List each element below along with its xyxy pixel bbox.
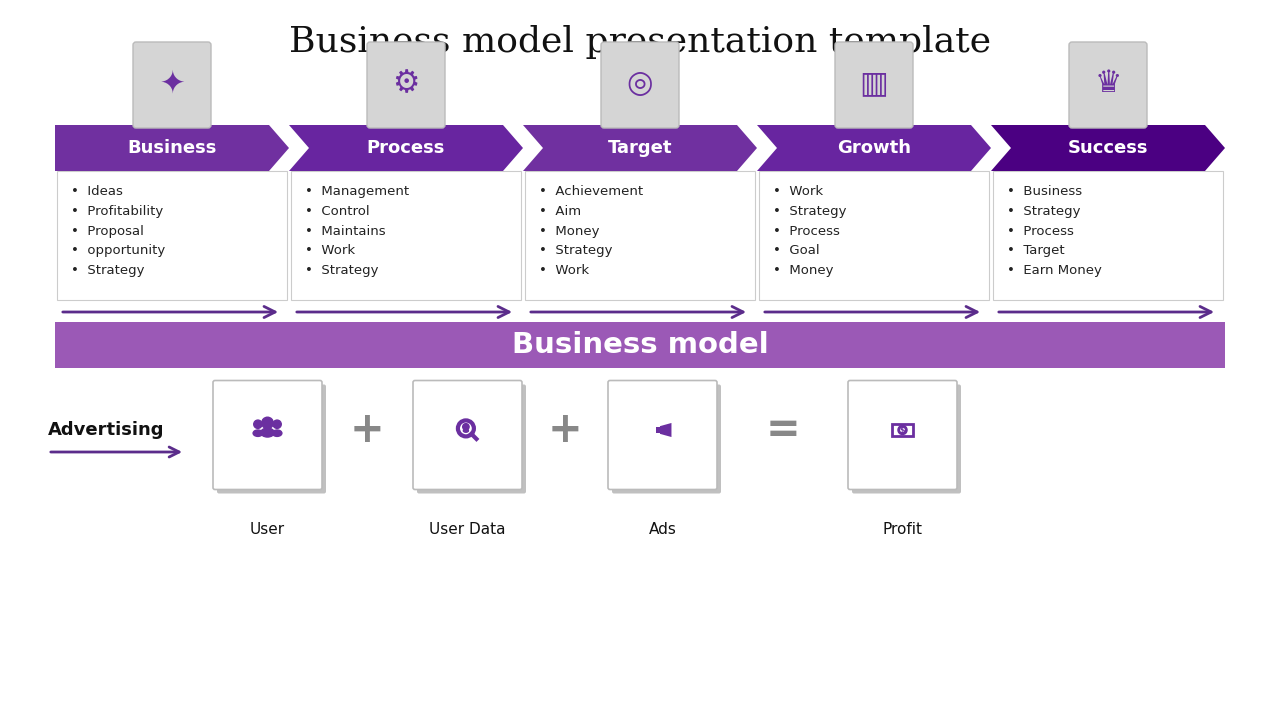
FancyBboxPatch shape	[1069, 42, 1147, 128]
Text: Process: Process	[367, 139, 445, 157]
Text: •  Achievement: • Achievement	[539, 185, 643, 198]
Text: •  Ideas: • Ideas	[70, 185, 123, 198]
FancyBboxPatch shape	[612, 384, 721, 493]
Text: •  Money: • Money	[773, 264, 833, 277]
Text: •  Strategy: • Strategy	[70, 264, 145, 277]
Circle shape	[253, 420, 262, 428]
Ellipse shape	[261, 428, 274, 437]
Text: •  opportunity: • opportunity	[70, 245, 165, 258]
FancyBboxPatch shape	[413, 380, 522, 490]
FancyBboxPatch shape	[835, 42, 913, 128]
Text: Success: Success	[1068, 139, 1148, 157]
FancyBboxPatch shape	[852, 384, 961, 493]
Text: •  Strategy: • Strategy	[539, 245, 613, 258]
Text: User Data: User Data	[429, 522, 506, 537]
Text: •  Goal: • Goal	[773, 245, 819, 258]
Text: •  Work: • Work	[773, 185, 823, 198]
Text: Growth: Growth	[837, 139, 911, 157]
Polygon shape	[55, 125, 289, 171]
FancyBboxPatch shape	[218, 384, 326, 493]
Bar	[657, 428, 660, 433]
Text: +: +	[351, 409, 385, 451]
Text: =: =	[765, 409, 800, 451]
Bar	[892, 424, 913, 436]
Polygon shape	[756, 125, 991, 171]
Text: •  Business: • Business	[1007, 185, 1082, 198]
FancyBboxPatch shape	[133, 42, 211, 128]
Text: •  Target: • Target	[1007, 245, 1065, 258]
FancyBboxPatch shape	[849, 380, 957, 490]
Text: Advertising: Advertising	[49, 421, 165, 439]
Text: •  Strategy: • Strategy	[1007, 204, 1080, 218]
Text: Business: Business	[127, 139, 216, 157]
Text: Target: Target	[608, 139, 672, 157]
Text: •  Money: • Money	[539, 225, 599, 238]
Text: •  Work: • Work	[539, 264, 589, 277]
Circle shape	[273, 420, 282, 428]
Text: ✦: ✦	[159, 69, 184, 98]
Ellipse shape	[463, 429, 468, 432]
FancyBboxPatch shape	[608, 380, 717, 490]
Text: ▥: ▥	[860, 69, 888, 98]
Text: ⚙: ⚙	[392, 69, 420, 98]
Polygon shape	[289, 125, 524, 171]
Text: •  Earn Money: • Earn Money	[1007, 264, 1102, 277]
Bar	[58, 171, 287, 300]
Polygon shape	[991, 125, 1225, 171]
Text: ◎: ◎	[627, 69, 653, 98]
Text: •  Process: • Process	[1007, 225, 1074, 238]
Text: •  Process: • Process	[773, 225, 840, 238]
Polygon shape	[660, 423, 672, 437]
Text: •  Profitability: • Profitability	[70, 204, 164, 218]
Text: $: $	[900, 426, 905, 434]
FancyBboxPatch shape	[417, 384, 526, 493]
Bar	[55, 322, 1225, 368]
Text: •  Proposal: • Proposal	[70, 225, 143, 238]
Text: •  Maintains: • Maintains	[305, 225, 385, 238]
Text: User: User	[250, 522, 285, 537]
Ellipse shape	[273, 430, 282, 436]
Text: •  Strategy: • Strategy	[305, 264, 379, 277]
Bar	[759, 171, 989, 300]
Bar	[291, 171, 521, 300]
FancyBboxPatch shape	[602, 42, 678, 128]
Circle shape	[261, 417, 273, 428]
FancyBboxPatch shape	[367, 42, 445, 128]
Text: ♛: ♛	[1094, 69, 1121, 98]
Text: Business model presentation template: Business model presentation template	[289, 25, 991, 59]
Text: •  Control: • Control	[305, 204, 370, 218]
Text: Profit: Profit	[882, 522, 923, 537]
Ellipse shape	[253, 430, 262, 436]
FancyBboxPatch shape	[212, 380, 323, 490]
Text: +: +	[548, 409, 582, 451]
Polygon shape	[524, 125, 756, 171]
Bar	[525, 171, 755, 300]
Bar	[993, 171, 1222, 300]
Text: •  Strategy: • Strategy	[773, 204, 846, 218]
Text: Business model: Business model	[512, 331, 768, 359]
Text: Ads: Ads	[649, 522, 676, 537]
Text: •  Aim: • Aim	[539, 204, 581, 218]
Text: •  Work: • Work	[305, 245, 355, 258]
Text: •  Management: • Management	[305, 185, 410, 198]
Circle shape	[462, 423, 468, 430]
